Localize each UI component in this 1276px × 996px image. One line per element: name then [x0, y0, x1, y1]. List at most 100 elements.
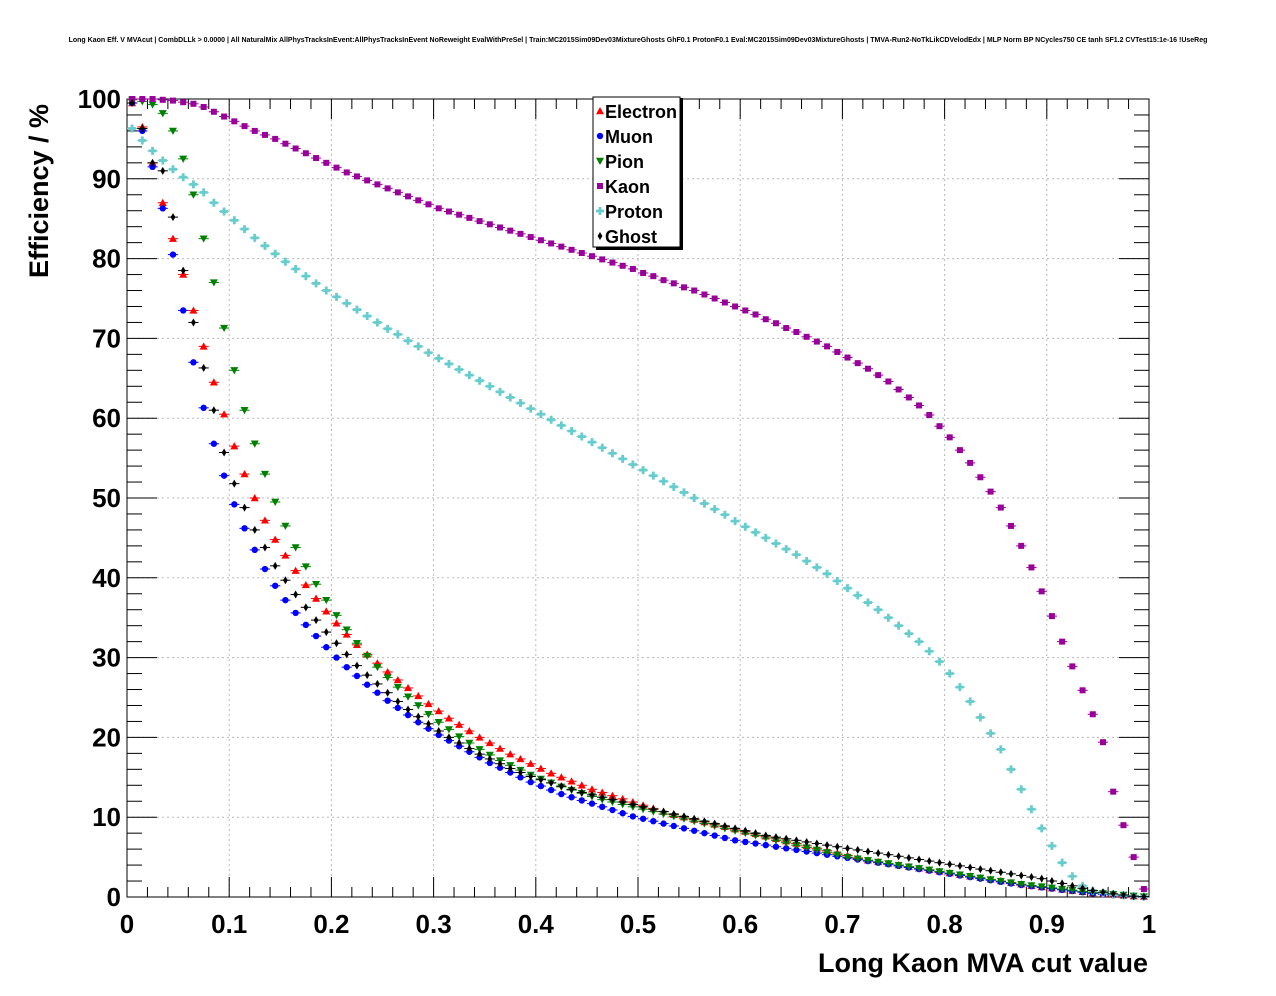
point-pion	[863, 857, 872, 865]
point-ghost	[191, 318, 196, 327]
point-pion	[1007, 879, 1016, 887]
point-ghost	[988, 866, 993, 875]
point-proton	[649, 471, 658, 480]
point-proton	[945, 669, 954, 678]
point-ghost	[395, 697, 401, 706]
point-kaon	[241, 123, 248, 130]
point-kaon	[660, 277, 667, 284]
point-proton	[444, 359, 453, 368]
point-electron	[220, 410, 229, 418]
point-kaon	[1100, 739, 1107, 746]
point-electron	[496, 744, 505, 752]
point-proton	[281, 257, 290, 266]
point-proton	[230, 216, 239, 225]
point-electron	[189, 306, 198, 314]
point-proton	[925, 647, 934, 656]
point-ghost	[763, 831, 769, 840]
point-kaon	[1069, 663, 1076, 670]
point-pion	[853, 855, 862, 863]
point-ghost	[150, 158, 155, 167]
point-pion	[1047, 884, 1056, 892]
point-ghost	[977, 865, 983, 874]
point-muon	[721, 834, 729, 842]
legend-label-proton: Proton	[605, 202, 663, 222]
point-kaon	[1008, 522, 1015, 529]
y-tick-label: 90	[92, 164, 121, 194]
series-ghost	[127, 98, 1149, 901]
point-kaon	[221, 113, 228, 120]
point-proton	[128, 124, 137, 133]
data-series	[127, 96, 1149, 901]
point-proton	[148, 146, 157, 155]
point-proton	[220, 207, 229, 216]
point-kaon	[486, 221, 493, 228]
point-proton	[424, 348, 433, 357]
legend-marker-muon	[596, 132, 604, 140]
point-muon	[302, 621, 310, 629]
point-muon	[282, 596, 289, 604]
point-ghost	[242, 503, 247, 512]
legend-label-pion: Pion	[605, 152, 644, 172]
point-kaon	[640, 269, 647, 276]
point-proton	[250, 233, 259, 242]
point-pion	[291, 544, 300, 552]
point-kaon	[864, 365, 871, 372]
x-tick-label: 0.6	[722, 909, 758, 939]
point-proton	[158, 156, 167, 165]
point-proton	[741, 522, 750, 531]
point-proton	[986, 729, 995, 738]
point-muon	[742, 838, 749, 846]
point-ghost	[599, 793, 605, 802]
point-proton	[199, 188, 208, 197]
point-proton	[209, 198, 218, 207]
point-ghost	[201, 363, 207, 372]
point-kaon	[793, 329, 800, 336]
point-kaon	[415, 197, 422, 204]
legend-box	[592, 96, 681, 248]
point-muon	[782, 845, 790, 852]
point-muon	[159, 205, 166, 212]
legend-label-ghost: Ghost	[605, 227, 657, 247]
point-pion	[240, 407, 249, 415]
point-proton	[393, 330, 402, 339]
point-electron	[332, 619, 341, 627]
point-pion	[393, 683, 402, 692]
point-proton	[373, 318, 382, 327]
point-kaon	[517, 230, 524, 237]
point-kaon	[721, 299, 728, 306]
point-kaon	[977, 474, 984, 481]
point-proton	[506, 393, 515, 402]
point-ghost	[477, 750, 482, 759]
point-kaon	[323, 159, 330, 166]
point-proton	[383, 324, 392, 333]
point-proton	[547, 415, 556, 424]
point-proton	[240, 225, 249, 234]
point-ghost	[998, 868, 1004, 877]
point-pion	[434, 719, 443, 727]
point-pion	[322, 596, 331, 605]
point-electron	[312, 594, 321, 602]
point-electron	[322, 607, 331, 615]
point-kaon	[742, 307, 749, 314]
point-pion	[404, 693, 413, 701]
point-kaon	[1038, 588, 1045, 595]
point-kaon	[1140, 886, 1147, 893]
point-proton	[1027, 805, 1036, 814]
point-kaon	[210, 108, 217, 115]
point-pion	[342, 626, 351, 634]
point-kaon	[190, 100, 197, 107]
point-muon	[200, 404, 207, 412]
point-proton	[485, 382, 494, 391]
point-muon	[241, 525, 248, 532]
point-proton	[352, 305, 361, 314]
point-electron	[598, 788, 607, 796]
point-kaon	[967, 459, 974, 466]
point-electron	[414, 691, 423, 700]
point-proton	[291, 264, 300, 273]
point-kaon	[425, 201, 432, 208]
point-muon	[363, 681, 371, 688]
point-ghost	[466, 744, 472, 753]
point-pion	[424, 711, 433, 719]
point-muon	[527, 778, 534, 786]
point-ghost	[937, 858, 942, 867]
